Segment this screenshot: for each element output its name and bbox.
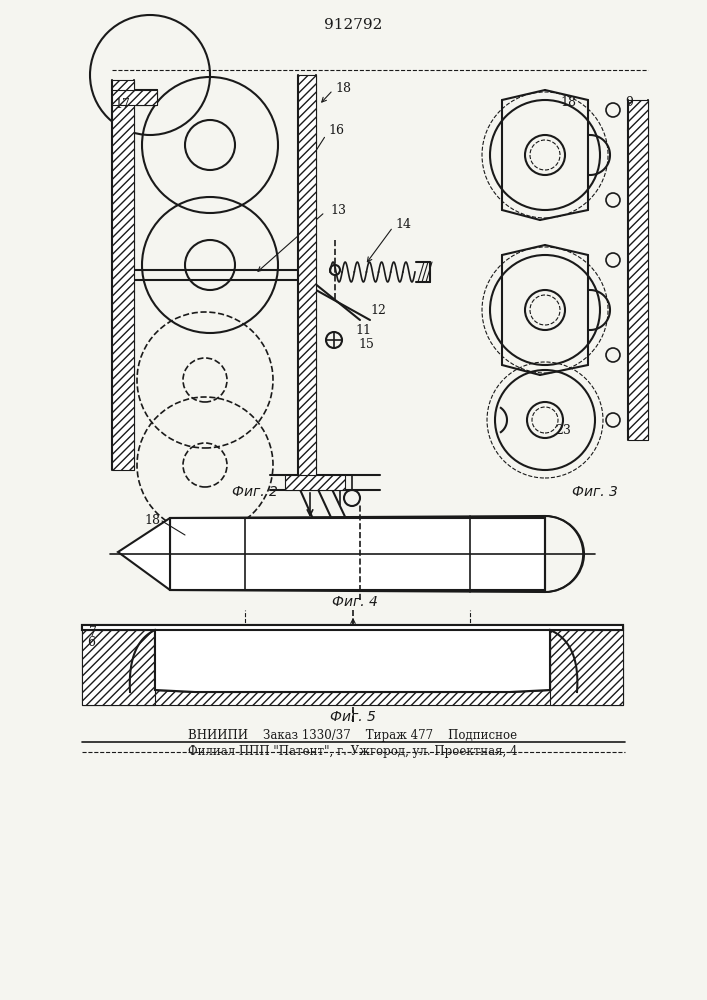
Text: Фиг. 5: Фиг. 5: [330, 710, 376, 724]
Text: 912792: 912792: [324, 18, 382, 32]
Text: Фиг. 2: Фиг. 2: [232, 485, 278, 499]
Text: Филиал ППП "Патент", г. Ужгород, ул. Проектная, 4: Филиал ППП "Патент", г. Ужгород, ул. Про…: [188, 746, 518, 758]
Bar: [112, 90, 157, 105]
Polygon shape: [82, 625, 623, 692]
Text: 18: 18: [144, 514, 160, 526]
Text: 14: 14: [395, 219, 411, 232]
Bar: [82, 625, 623, 705]
Bar: [82, 625, 623, 630]
Text: 13: 13: [330, 204, 346, 217]
Text: 23: 23: [555, 424, 571, 436]
Text: 17: 17: [114, 99, 130, 111]
Text: ВНИИПИ    Заказ 1330/37    Тираж 477    Подписное: ВНИИПИ Заказ 1330/37 Тираж 477 Подписное: [189, 728, 518, 742]
Bar: [112, 80, 134, 470]
Polygon shape: [155, 630, 550, 692]
Polygon shape: [118, 518, 170, 590]
Text: 18: 18: [560, 96, 576, 108]
Bar: [170, 518, 545, 590]
Text: 6: 6: [87, 636, 95, 648]
Text: 16: 16: [328, 123, 344, 136]
Bar: [82, 630, 155, 705]
Bar: [550, 630, 623, 705]
Text: 7: 7: [89, 626, 97, 639]
Text: 15: 15: [358, 338, 374, 352]
Text: 11: 11: [355, 324, 371, 336]
Text: 18: 18: [335, 82, 351, 95]
Text: 12: 12: [370, 304, 386, 316]
Bar: [285, 475, 345, 490]
Text: 9: 9: [625, 96, 633, 108]
Text: Фиг. 4: Фиг. 4: [332, 595, 378, 609]
Bar: [628, 100, 648, 440]
Text: Фиг. 3: Фиг. 3: [572, 485, 618, 499]
Bar: [298, 75, 316, 485]
